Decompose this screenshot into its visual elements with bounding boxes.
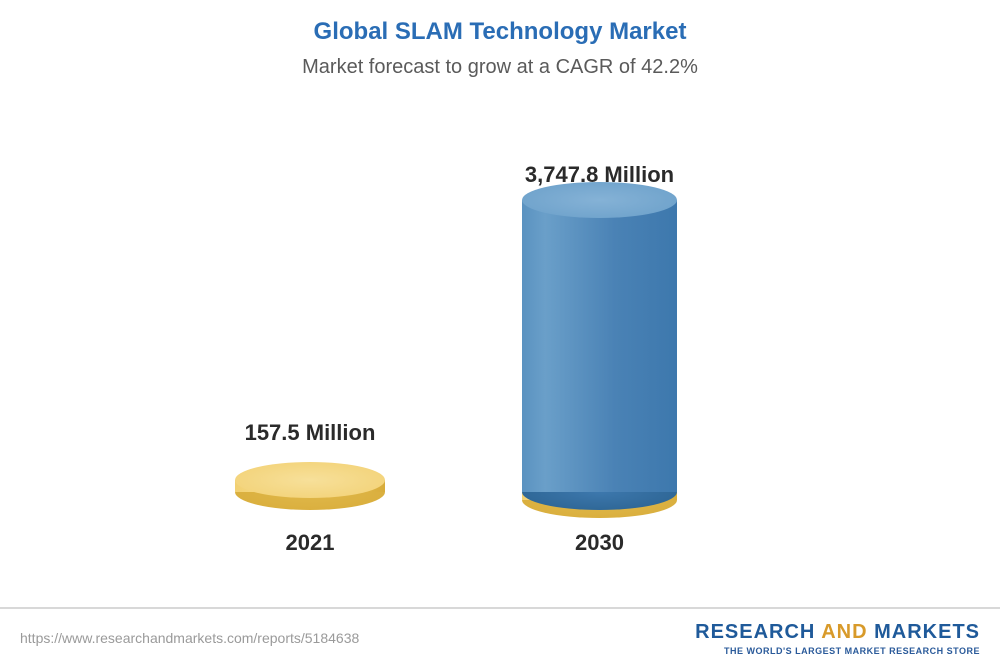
cylinder-2021: 157.5 Million 2021 <box>235 480 385 510</box>
category-label-2030: 2030 <box>500 530 700 556</box>
logo-word-markets: MARKETS <box>874 621 980 643</box>
cylinder-2030: 3,747.8 Million 2030 <box>522 200 677 510</box>
value-label-2021: 157.5 Million <box>160 420 460 446</box>
footer: https://www.researchandmarkets.com/repor… <box>0 607 1000 667</box>
chart-subtitle: Market forecast to grow at a CAGR of 42.… <box>0 56 1000 79</box>
chart-container: Global SLAM Technology Market Market for… <box>0 0 1000 667</box>
chart-title: Global SLAM Technology Market <box>0 0 1000 46</box>
logo-word-and: AND <box>821 621 867 643</box>
logo-text: RESEARCH AND MARKETS <box>695 621 980 644</box>
logo-word-research: RESEARCH <box>695 621 815 643</box>
footer-logo: RESEARCH AND MARKETS THE WORLD'S LARGEST… <box>695 621 980 656</box>
cylinder-top-2030 <box>522 182 677 218</box>
category-label-2021: 2021 <box>210 530 410 556</box>
logo-tagline: THE WORLD'S LARGEST MARKET RESEARCH STOR… <box>695 646 980 656</box>
cylinder-top-2021 <box>235 462 385 498</box>
chart-area: 157.5 Million 2021 3,747.8 Million <box>0 100 1000 570</box>
cylinder-body-2030 <box>522 200 677 492</box>
footer-url: https://www.researchandmarkets.com/repor… <box>20 630 359 646</box>
